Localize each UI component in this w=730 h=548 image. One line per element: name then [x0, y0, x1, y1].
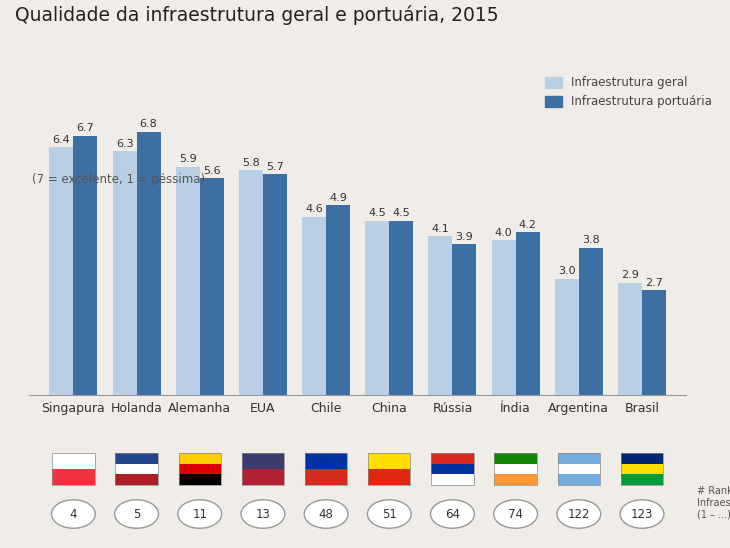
Text: 3.8: 3.8	[582, 236, 599, 246]
Text: 6.7: 6.7	[77, 123, 94, 133]
Bar	[50, 147, 74, 395]
Bar	[74, 136, 97, 395]
Text: 4.6: 4.6	[305, 204, 323, 214]
Text: 2.9: 2.9	[621, 270, 639, 280]
Text: # Rank
Infraestrutura
(1 – ...): # Rank Infraestrutura (1 – ...)	[697, 487, 730, 520]
Bar	[326, 205, 350, 395]
Bar	[176, 167, 200, 395]
Text: 5.6: 5.6	[203, 166, 220, 176]
Legend: Infraestrutura geral, Infraestrutura portuária: Infraestrutura geral, Infraestrutura por…	[540, 72, 717, 113]
Bar	[137, 132, 161, 395]
Bar	[618, 283, 642, 395]
Bar	[429, 236, 453, 395]
Text: 4.0: 4.0	[495, 227, 512, 238]
Text: 4.9: 4.9	[329, 193, 347, 203]
Text: 5.8: 5.8	[242, 158, 260, 168]
Bar	[302, 217, 326, 395]
Text: 6.4: 6.4	[53, 135, 70, 145]
Text: 4.5: 4.5	[393, 208, 410, 218]
Bar	[579, 248, 603, 395]
Bar	[112, 151, 137, 395]
Bar	[642, 290, 666, 395]
Text: 13: 13	[255, 507, 270, 521]
Text: 4.2: 4.2	[519, 220, 537, 230]
Text: 123: 123	[631, 507, 653, 521]
Text: 5.9: 5.9	[179, 154, 196, 164]
Text: 5.7: 5.7	[266, 162, 284, 172]
Text: 4.5: 4.5	[369, 208, 386, 218]
Bar	[453, 244, 477, 395]
Text: 4.1: 4.1	[431, 224, 450, 234]
Text: 11: 11	[192, 507, 207, 521]
Text: 4: 4	[69, 507, 77, 521]
Bar	[515, 232, 539, 395]
Text: 6.8: 6.8	[139, 119, 158, 129]
Text: 64: 64	[445, 507, 460, 521]
Bar	[239, 170, 263, 395]
Text: 2.7: 2.7	[645, 278, 663, 288]
Bar	[365, 221, 389, 395]
Text: (7 = excelente, 1 = péssima): (7 = excelente, 1 = péssima)	[32, 173, 205, 186]
Text: 6.3: 6.3	[116, 139, 134, 149]
Text: 51: 51	[382, 507, 396, 521]
Bar	[200, 178, 224, 395]
Bar	[555, 278, 579, 395]
Bar	[263, 174, 287, 395]
Bar	[491, 240, 515, 395]
Text: 3.0: 3.0	[558, 266, 576, 276]
Text: 74: 74	[508, 507, 523, 521]
Text: 122: 122	[567, 507, 590, 521]
Text: 48: 48	[319, 507, 334, 521]
Text: 5: 5	[133, 507, 140, 521]
Text: Qualidade da infraestrutura geral e portuária, 2015: Qualidade da infraestrutura geral e port…	[15, 5, 498, 25]
Bar	[389, 221, 413, 395]
Text: 3.9: 3.9	[456, 232, 473, 242]
